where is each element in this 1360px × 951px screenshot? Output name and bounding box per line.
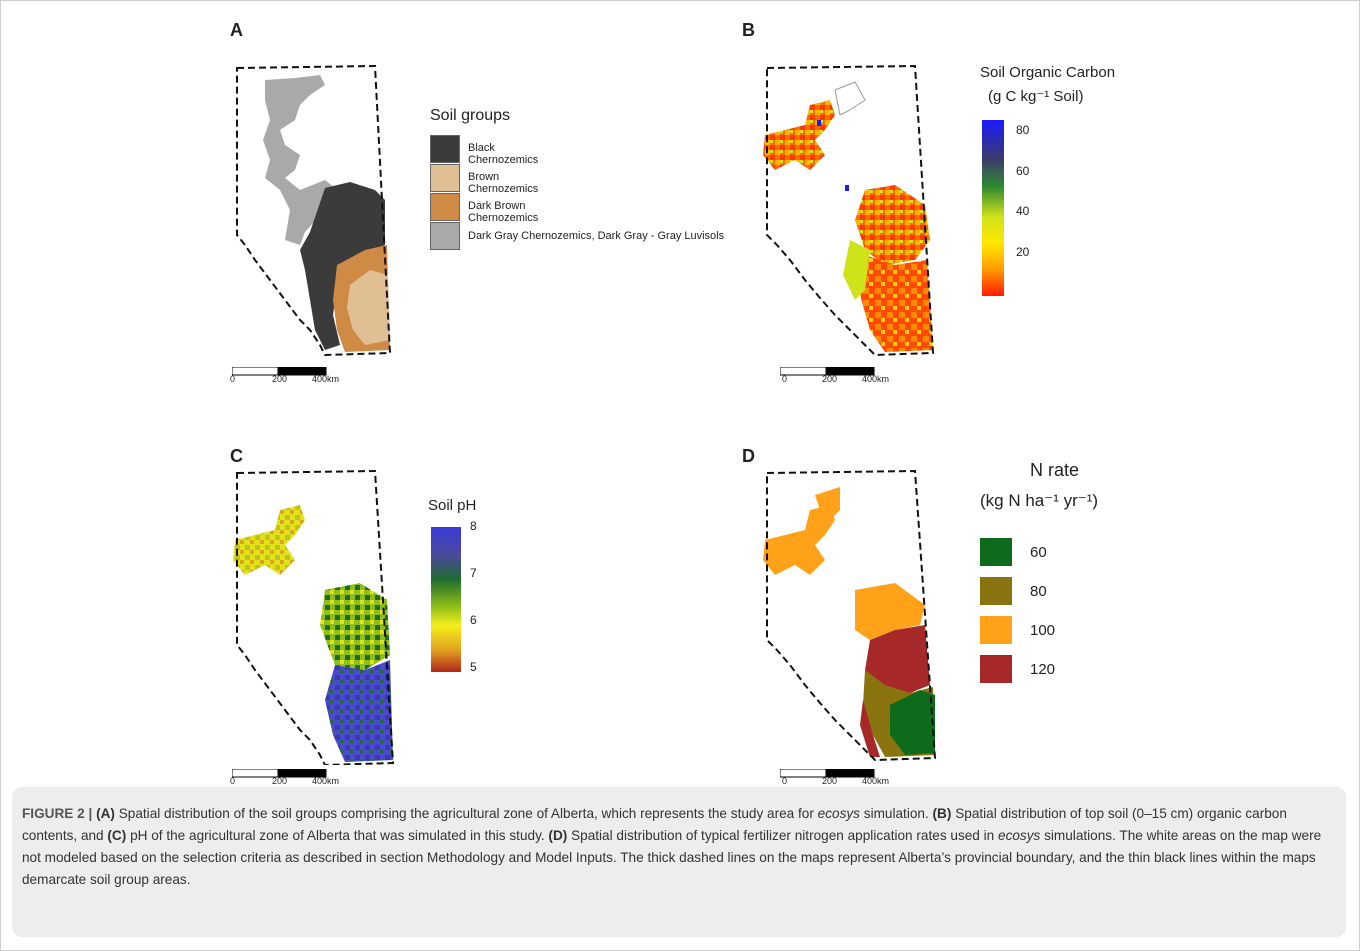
legend-d-unit: (kg N ha⁻¹ yr⁻¹) (980, 491, 1099, 510)
figure-caption-box: FIGURE 2 | (A) Spatial distribution of t… (12, 787, 1346, 937)
panel-d-scalebar: 0 200 400km (779, 766, 889, 786)
panel-a-scalebar: 0 200 400km (230, 364, 339, 384)
legend-b-unit: (g C kg⁻¹ Soil) (988, 88, 1084, 105)
panel-a-legend: Soil groups Black Chernozemics Brown Che… (430, 107, 724, 250)
legend-swatch-80 (980, 577, 1012, 605)
panel-a-letter: A (230, 20, 243, 40)
legend-a-title: Soil groups (430, 107, 511, 124)
legend-swatch-dark-brown (430, 193, 460, 221)
panel-b-map (763, 64, 935, 357)
provincial-boundary (766, 64, 935, 357)
panel-b-legend: Soil Organic Carbon (g C kg⁻¹ Soil) 80 6… (980, 64, 1116, 296)
legend-swatch-brown (430, 164, 460, 192)
legend-swatch-100 (980, 616, 1012, 644)
figure-caption-text: FIGURE 2 | (A) Spatial distribution of t… (22, 806, 1322, 887)
legend-swatch-60 (980, 538, 1012, 566)
provincial-boundary (236, 469, 395, 765)
panel-d-letter: D (742, 446, 755, 466)
legend-d-title: N rate (1030, 460, 1080, 480)
region-gray-luvisols (263, 75, 335, 245)
legend-c-title: Soil pH (428, 497, 477, 514)
provincial-boundary (236, 64, 392, 357)
panel-c-legend: Soil pH 8 7 6 5 (428, 497, 477, 674)
ph-color-scale (431, 527, 461, 672)
panel-b-letter: B (742, 20, 755, 40)
soc-color-scale (982, 120, 1004, 296)
panel-c-scalebar: 0 200 400km (230, 766, 339, 786)
legend-swatch-120 (980, 655, 1012, 683)
panel-c-map (233, 469, 395, 765)
panel-d-legend: N rate (kg N ha⁻¹ yr⁻¹) 60 80 100 120 (980, 460, 1099, 683)
legend-swatch-black (430, 135, 460, 163)
panel-c-letter: C (230, 446, 243, 466)
panel-d-map (763, 469, 937, 762)
legend-b-title: Soil Organic Carbon (980, 64, 1116, 81)
legend-swatch-dark-gray (430, 222, 460, 250)
provincial-boundary (766, 469, 937, 762)
region-brown-chernozemics (347, 270, 390, 345)
panel-a-map (236, 64, 392, 357)
panel-b-scalebar: 0 200 400km (779, 364, 889, 384)
